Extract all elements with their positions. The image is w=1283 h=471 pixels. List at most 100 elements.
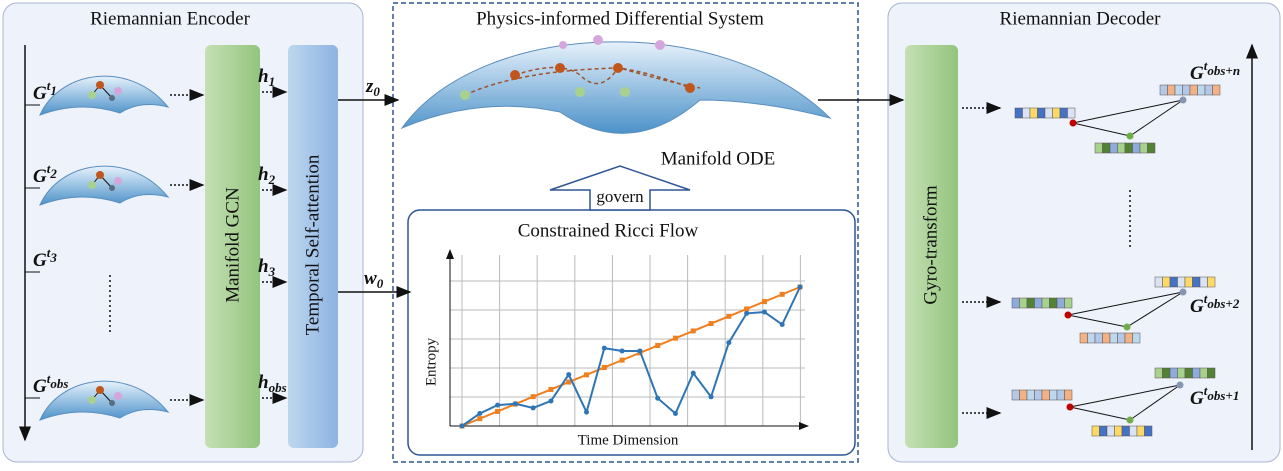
graph-label: Gt3 bbox=[33, 245, 57, 271]
embedding-cell bbox=[1212, 84, 1221, 96]
node bbox=[1123, 323, 1131, 331]
point bbox=[548, 398, 554, 404]
embedding-cell bbox=[1029, 107, 1038, 119]
point bbox=[619, 348, 625, 354]
decoder-title: Riemannian Decoder bbox=[1000, 8, 1162, 29]
node bbox=[1126, 416, 1134, 424]
output-label-sup: t bbox=[1204, 383, 1208, 398]
output-label: Gtobs+n bbox=[1190, 58, 1240, 84]
hidden-label: h3 bbox=[258, 256, 276, 279]
graph-manifold bbox=[39, 75, 170, 116]
embedding-cell bbox=[1182, 84, 1191, 96]
govern-label: govern bbox=[596, 187, 644, 206]
point bbox=[619, 357, 625, 363]
embedding-cell bbox=[1162, 367, 1171, 379]
node bbox=[88, 91, 96, 99]
embedding-cell bbox=[1177, 367, 1186, 379]
embedding-cell bbox=[1169, 367, 1178, 379]
graph-label-sub: 2 bbox=[49, 166, 57, 181]
point bbox=[530, 405, 536, 411]
embedding-cell bbox=[1094, 332, 1103, 344]
trajectory-nodes bbox=[559, 35, 665, 50]
embedding-cell bbox=[1011, 297, 1020, 309]
graph-label-sub: 1 bbox=[50, 83, 57, 98]
embedding-cell bbox=[1041, 297, 1050, 309]
gyro-block bbox=[905, 45, 958, 448]
output-label-sup: t bbox=[1204, 291, 1208, 306]
embedding-cell bbox=[1067, 107, 1076, 119]
graph-label-symbol: G bbox=[33, 166, 47, 187]
point bbox=[548, 386, 554, 392]
attention-block bbox=[288, 45, 338, 448]
graph-label-sup: t bbox=[47, 371, 51, 386]
point bbox=[495, 408, 501, 414]
encoder-panel bbox=[2, 2, 364, 463]
node bbox=[1126, 132, 1134, 140]
embedding-cell bbox=[1109, 332, 1118, 344]
embedding-cell bbox=[1022, 107, 1031, 119]
point bbox=[601, 345, 607, 351]
graph-label: Gtobs bbox=[33, 371, 68, 397]
point bbox=[601, 364, 607, 370]
hidden-label: h1 bbox=[258, 66, 275, 89]
node bbox=[88, 396, 96, 404]
hidden-label-symbol: h bbox=[258, 164, 269, 185]
w-label-sub: 0 bbox=[377, 276, 384, 291]
embedding-cell bbox=[1192, 276, 1201, 288]
output-label-symbol: G bbox=[1190, 388, 1204, 409]
node bbox=[1176, 381, 1184, 389]
manifold bbox=[400, 41, 832, 134]
graph-label-symbol: G bbox=[33, 376, 47, 397]
x-axis-label: Time Dimension bbox=[578, 432, 679, 448]
embedding-cell bbox=[1132, 142, 1141, 154]
embedding-cell bbox=[1059, 107, 1068, 119]
embedding-cell bbox=[1087, 332, 1096, 344]
embedding-cell bbox=[1117, 332, 1126, 344]
output-label-sup: t bbox=[1204, 58, 1208, 73]
point bbox=[708, 394, 714, 400]
hidden-label-sub: 1 bbox=[269, 74, 276, 89]
z-label-symbol: z bbox=[365, 76, 374, 97]
node bbox=[1179, 288, 1187, 296]
point bbox=[690, 370, 696, 376]
embedding-cell bbox=[1019, 389, 1028, 401]
node bbox=[1069, 119, 1077, 127]
point bbox=[744, 310, 750, 316]
gcn-label: Manifold GCN bbox=[222, 187, 243, 303]
point bbox=[584, 372, 590, 378]
point bbox=[459, 423, 465, 429]
embedding-cell bbox=[1114, 425, 1123, 437]
embedding-cell bbox=[1109, 142, 1118, 154]
node bbox=[96, 171, 104, 179]
embedding-cell bbox=[1184, 276, 1193, 288]
embedding-cell bbox=[1154, 276, 1163, 288]
embedding-cell bbox=[1014, 107, 1023, 119]
embedding-cell bbox=[1189, 84, 1198, 96]
embedding-cell bbox=[1034, 297, 1043, 309]
point bbox=[655, 343, 661, 349]
node bbox=[109, 400, 115, 406]
node bbox=[114, 392, 122, 400]
output-label: Gtobs+2 bbox=[1190, 291, 1240, 317]
node bbox=[96, 386, 104, 394]
node bbox=[109, 95, 115, 101]
embedding-cell bbox=[1044, 107, 1053, 119]
output-label-sub: obs+1 bbox=[1207, 388, 1239, 403]
hidden-label-symbol: h bbox=[258, 256, 269, 277]
graph-label-symbol: G bbox=[33, 250, 47, 271]
embedding-cell bbox=[1041, 389, 1050, 401]
graph-manifold bbox=[39, 380, 170, 421]
graph-label-sup: t bbox=[47, 78, 51, 93]
z-label: z0 bbox=[365, 76, 380, 99]
gyro-label: Gyro-transform bbox=[920, 185, 941, 304]
output-label-sub: obs+2 bbox=[1207, 296, 1239, 311]
point bbox=[530, 394, 536, 400]
point bbox=[477, 416, 483, 422]
embedding-cell bbox=[1099, 425, 1108, 437]
point bbox=[779, 322, 785, 328]
embedding-cell bbox=[1079, 332, 1088, 344]
hidden-label-sub: obs bbox=[269, 380, 287, 395]
point bbox=[761, 309, 767, 315]
ricci-panel bbox=[407, 209, 856, 456]
